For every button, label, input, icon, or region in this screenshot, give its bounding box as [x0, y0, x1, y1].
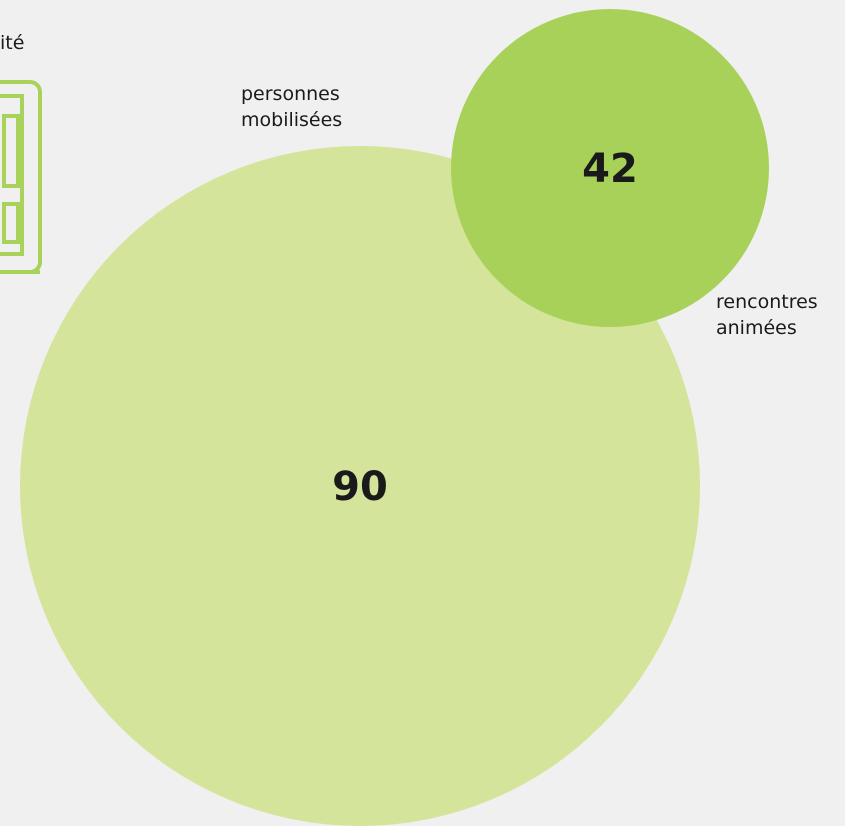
bubble-label-line: mobilisées — [241, 109, 342, 131]
bubble-meetings-animated — [451, 9, 769, 327]
bubble-label-line: rencontres — [716, 291, 818, 313]
bubble-label-line: animées — [716, 317, 797, 339]
bubble-persons-mobilized — [20, 146, 700, 826]
bubble-value-meetings-animated: 42 — [582, 146, 638, 192]
bubble-label-meetings-animated: rencontres animées — [716, 291, 818, 339]
bubble-label-persons-mobilized: personnes mobilisées — [241, 83, 342, 131]
bubble-label-line: personnes — [241, 83, 340, 105]
bubble-value-persons-mobilized: 90 — [332, 464, 388, 510]
building-icon — [0, 80, 42, 274]
partial-heading-text: ité — [0, 32, 25, 54]
